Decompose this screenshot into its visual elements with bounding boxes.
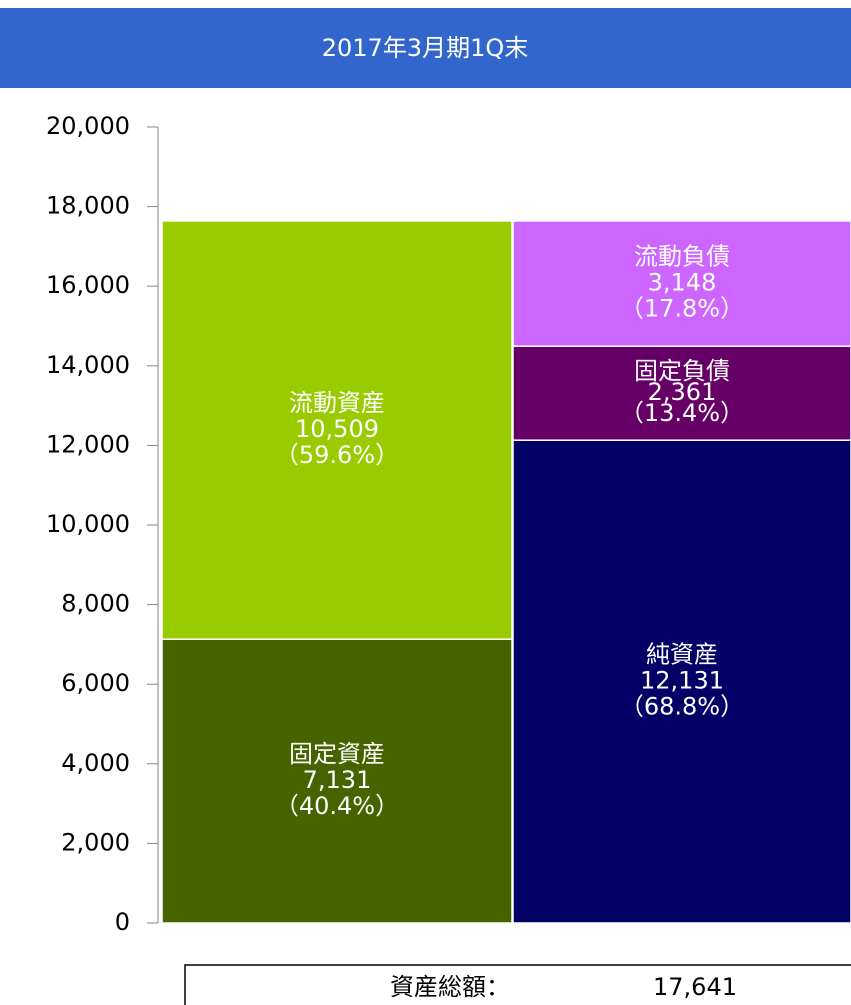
- segment-name: 流動負債: [634, 243, 730, 271]
- y-tick-label: 4,000: [61, 749, 130, 777]
- segment-name: 流動資産: [289, 389, 385, 417]
- percent-label: （40.4%）: [275, 792, 399, 820]
- value-label: 7,131: [303, 766, 372, 794]
- title-bar: [0, 8, 851, 88]
- segment-name: 固定負債: [634, 357, 730, 385]
- y-tick-label: 12,000: [46, 430, 130, 458]
- bar-segment: [512, 439, 851, 924]
- value-label: 10,509: [295, 415, 379, 443]
- segment-name: 純資産: [646, 641, 718, 669]
- segment-name: 固定資産: [289, 740, 385, 768]
- y-tick-label: 20,000: [46, 112, 130, 140]
- chart-title: 2017年3月期1Q末: [322, 34, 529, 62]
- percent-label: （59.6%）: [275, 441, 399, 469]
- bar-segment: [161, 638, 513, 924]
- percent-label: （13.4%）: [620, 399, 744, 427]
- total-label: 資産総額：: [390, 973, 510, 1001]
- y-tick-label: 0: [115, 908, 130, 936]
- bar-segment: [512, 220, 851, 347]
- y-tick-label: 6,000: [61, 669, 130, 697]
- percent-label: （68.8%）: [620, 693, 744, 721]
- percent-label: （17.8%）: [620, 295, 744, 323]
- bar-segment: [161, 220, 513, 640]
- y-tick-label: 16,000: [46, 271, 130, 299]
- y-tick-label: 2,000: [61, 828, 130, 856]
- bar-segment: [512, 345, 851, 441]
- value-label: 3,148: [648, 269, 717, 297]
- y-tick-label: 18,000: [46, 192, 130, 220]
- value-label: 2,361: [648, 378, 717, 406]
- y-tick-label: 8,000: [61, 590, 130, 618]
- value-label: 12,131: [640, 667, 724, 695]
- total-value: 17,641: [653, 973, 737, 1001]
- y-tick-label: 10,000: [46, 510, 130, 538]
- total-box: [184, 964, 851, 1005]
- y-tick-label: 14,000: [46, 351, 130, 379]
